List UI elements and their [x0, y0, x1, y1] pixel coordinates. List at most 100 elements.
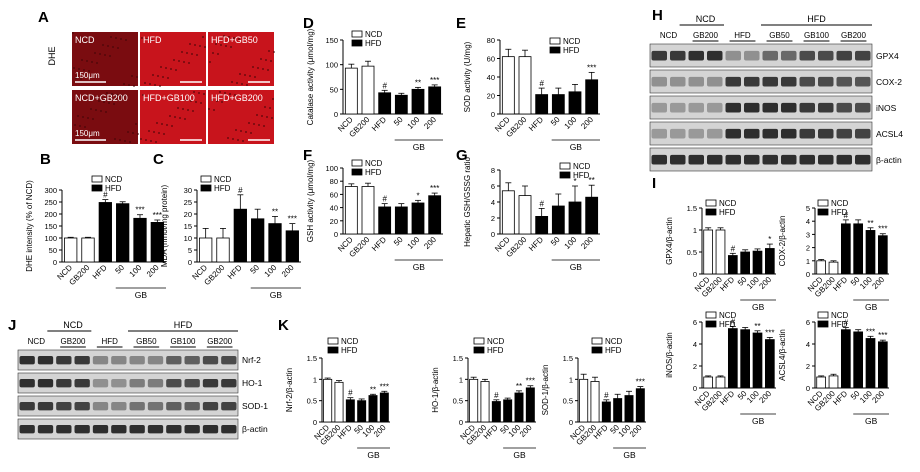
y-tick-label: 0 [459, 418, 463, 427]
micrograph-speckle [262, 68, 264, 70]
bar [64, 237, 78, 263]
micrograph-speckle [213, 109, 215, 111]
chart-gsh-activity-mol-mg-: 0 20 40 60 80 100 GSH activity (μmol/mg) NCD GB 2… [306, 159, 443, 272]
blot-band [37, 425, 54, 434]
blot-band [221, 425, 237, 434]
blot-band [56, 356, 72, 365]
y-tick-label: 20 [184, 210, 192, 219]
x-tick-label: 200 [518, 423, 534, 439]
bar [715, 376, 726, 389]
y-tick-label: 0 [53, 258, 57, 267]
gb-label: GB [865, 416, 878, 426]
x-tick-label: 200 [372, 423, 388, 439]
blot-strip [649, 43, 873, 68]
blot-band [707, 102, 723, 113]
y-tick-label: 6 [806, 318, 810, 327]
bar [853, 331, 864, 389]
micrograph-speckle [270, 60, 272, 62]
x-tick-label: 100 [563, 235, 579, 251]
micrograph-speckle [241, 83, 243, 85]
y-tick-label: 0.5 [453, 397, 463, 406]
significance-mark: ** [272, 207, 278, 216]
blot-band [781, 102, 797, 113]
micrograph-speckle [242, 140, 244, 142]
micrograph-speckle [202, 36, 204, 38]
panel-letter-d: D [303, 15, 314, 32]
significance-mark: # [604, 391, 609, 400]
y-tick-label: 100 [325, 164, 338, 173]
micrograph-side-label: DHE [47, 46, 57, 65]
blot-strip [649, 95, 873, 120]
legend-swatch-hfd [200, 184, 212, 192]
micrograph-speckle [272, 98, 274, 100]
bar [518, 56, 532, 115]
legend-label-hfd: HFD [365, 39, 382, 48]
micrograph-speckle [153, 131, 155, 133]
x-tick-label: 100 [128, 263, 144, 279]
micrograph-speckle [80, 78, 82, 80]
micrograph-speckle [264, 106, 266, 108]
micrograph-speckle [178, 60, 180, 62]
micrograph-speckle [211, 99, 213, 101]
y-tick-label: 30 [184, 186, 192, 195]
y-tick-label: 80 [330, 177, 338, 186]
significance-mark: # [238, 186, 243, 195]
micrograph-speckle [257, 67, 259, 69]
blot-band [74, 379, 90, 388]
micrograph-speckle [208, 108, 210, 110]
x-tick-label: HFD [527, 115, 545, 133]
y-tick-label: 60 [330, 190, 338, 199]
significance-mark: *** [526, 377, 535, 386]
blot-band [762, 102, 778, 113]
blot-band [836, 128, 852, 139]
micrograph-speckle [248, 122, 250, 124]
x-tick-label: 200 [280, 263, 296, 279]
panel-letter-j: J [8, 317, 16, 334]
micrograph-speckle [82, 116, 84, 118]
y-tick-label: 40 [487, 73, 495, 82]
blot-band [202, 356, 219, 365]
x-tick-label: 200 [757, 275, 773, 291]
blot-band [166, 425, 182, 434]
blot-band [744, 76, 760, 87]
micrograph-speckle [231, 81, 233, 83]
micrograph-speckle [128, 84, 130, 86]
micrograph-speckle [175, 69, 177, 71]
y-axis-label: COX-2/β-actin [778, 216, 787, 267]
legend-swatch-hfd [473, 346, 485, 354]
bar [361, 186, 375, 235]
micrograph-speckle [216, 100, 218, 102]
y-axis-label: iNOS/β-actin [665, 332, 674, 378]
significance-mark: # [539, 199, 544, 208]
micrograph-speckle [106, 92, 108, 94]
y-tick-label: 2 [693, 362, 697, 371]
blot-band [855, 154, 871, 165]
bar [877, 235, 888, 275]
bar [501, 56, 515, 115]
legend-label-ncd: NCD [365, 159, 383, 168]
y-tick-label: 1 [459, 375, 463, 384]
y-tick-label: 0 [334, 230, 338, 239]
micrograph-speckle [266, 116, 268, 118]
panel-letter-c: C [153, 151, 164, 168]
x-tick-label: HFD [91, 263, 109, 281]
blot-band [111, 402, 127, 411]
x-tick-label: 50 [392, 235, 405, 248]
blot-band-label: HO-1 [242, 378, 263, 388]
blot-band [651, 154, 667, 165]
micrograph-speckle [156, 122, 158, 124]
blot-band [670, 50, 686, 61]
micrograph-speckle [94, 52, 96, 54]
blot-lane-label: GB50 [136, 337, 157, 346]
blot-strip [17, 372, 239, 394]
micrograph-speckle [141, 37, 143, 39]
micrograph-label: HFD [143, 35, 162, 45]
x-tick-label: 100 [406, 235, 422, 251]
blot-band [111, 379, 127, 388]
micrograph-speckle [256, 114, 258, 116]
micrograph-speckle [136, 76, 138, 78]
blot-band [56, 379, 72, 388]
micrograph-speckle [237, 139, 239, 141]
bar [345, 399, 355, 423]
micrograph-speckle [195, 101, 197, 103]
